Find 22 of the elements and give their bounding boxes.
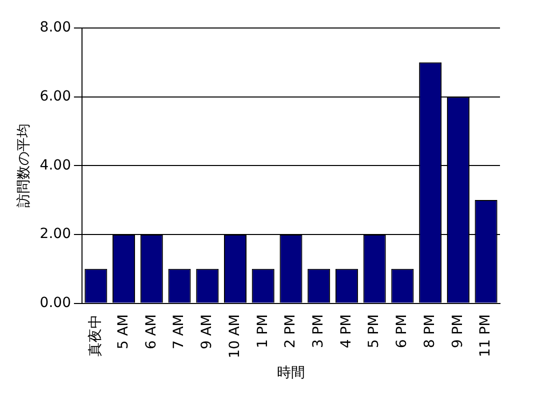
x-tick-label: 10 AM bbox=[226, 314, 243, 358]
x-tick-label: 2 PM bbox=[282, 314, 299, 348]
y-tick-label: 4.00 bbox=[40, 157, 71, 174]
x-tick-label: 5 AM bbox=[115, 314, 132, 350]
x-axis-title: 時間 bbox=[276, 365, 305, 382]
y-tick-label: 6.00 bbox=[40, 88, 71, 104]
x-tick-label: 7 AM bbox=[171, 314, 188, 350]
y-axis-title: 訪問数の平均 bbox=[16, 124, 32, 208]
x-tick-label: 11 PM bbox=[478, 314, 494, 358]
x-tick-label: 6 AM bbox=[143, 314, 160, 350]
x-tick-label: 真夜中 bbox=[88, 314, 104, 356]
y-tick-label: 0.00 bbox=[40, 294, 71, 311]
x-tick-label: 1 PM bbox=[254, 314, 271, 348]
x-tick-label: 8 PM bbox=[422, 314, 438, 348]
x-tick-label: 4 PM bbox=[338, 314, 354, 348]
x-tick-label: 6 PM bbox=[394, 314, 410, 348]
x-tick-label: 3 PM bbox=[310, 314, 326, 348]
y-tick-label: 8.00 bbox=[40, 20, 71, 36]
x-tick-label: 9 AM bbox=[199, 314, 216, 350]
y-tick-label: 2.00 bbox=[40, 226, 71, 242]
x-tick-label: 9 PM bbox=[450, 314, 466, 348]
x-tick-label: 5 PM bbox=[366, 314, 382, 348]
